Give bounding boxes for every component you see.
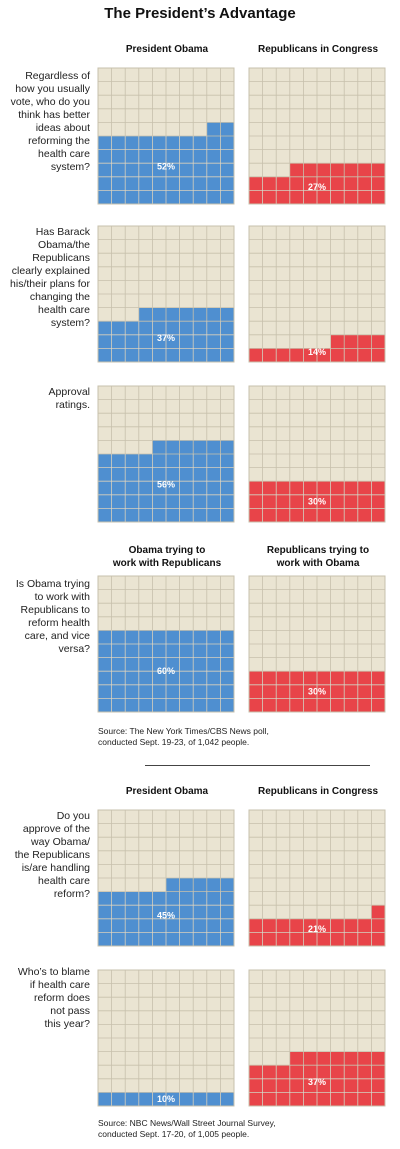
fill-grid-lines: [249, 176, 385, 204]
grid-border: [248, 575, 386, 713]
grid-border: [97, 969, 235, 1107]
waffle-q2-republicans-label: 14%: [308, 347, 326, 357]
grid-border: [248, 225, 386, 363]
grid-lines: [98, 576, 234, 712]
waffle-q2-obama-fill-partial: [138, 307, 234, 322]
waffle-q6-republicans: 37%: [248, 969, 386, 1107]
waffle-q4-republicans-label: 30%: [308, 687, 326, 697]
source-note-1: Source: The New York Times/CBS News poll…: [98, 726, 269, 747]
section-divider: [145, 765, 370, 766]
grid-border: [97, 225, 235, 363]
waffle-q6-obama-label: 10%: [157, 1094, 175, 1104]
grid-lines: [98, 810, 234, 946]
grid-lines: [249, 226, 385, 362]
waffle-q5-obama: 45%: [97, 809, 235, 947]
waffle-q3-republicans-label: 30%: [308, 497, 326, 507]
question-1: Regardless of how you usually vote, who …: [10, 70, 90, 173]
waffle-q5-obama-fill-partial: [166, 878, 234, 892]
grid-lines: [249, 970, 385, 1106]
fill-grid-lines: [111, 1092, 221, 1106]
grid-border: [97, 575, 235, 713]
fill-grid-lines: [249, 481, 385, 522]
source-note-2: Source: NBC News/Wall Street Journal Sur…: [98, 1118, 276, 1139]
waffle-q5-obama-label: 45%: [157, 910, 175, 920]
fill-grid-lines: [249, 918, 385, 946]
fill-grid-lines: [262, 348, 372, 362]
grid-lines: [98, 970, 234, 1106]
question-3: Approval ratings.: [48, 386, 90, 411]
grid-lines: [249, 810, 385, 946]
waffle-q4-obama-label: 60%: [157, 666, 175, 676]
waffle-q6-obama: 10%: [97, 969, 235, 1107]
column-header-obama: President Obama: [125, 44, 209, 55]
waffle-q6-republicans-label: 37%: [308, 1077, 326, 1087]
waffle-q5-republicans-label: 21%: [308, 924, 326, 934]
fill-grid-lines: [98, 630, 234, 712]
grid-border: [248, 969, 386, 1107]
waffle-q2-obama: 37%: [97, 225, 235, 363]
question-5: Do you approve of the way Obama/ the Rep…: [14, 810, 90, 900]
fill-grid-lines: [249, 671, 385, 712]
grid-border: [248, 809, 386, 947]
waffle-q2-republicans: 14%: [248, 225, 386, 363]
waffle-q3-obama-label: 56%: [157, 480, 175, 490]
waffle-q1-obama-label: 52%: [157, 162, 175, 172]
fill-grid-lines: [98, 891, 234, 946]
waffle-q2-obama-label: 37%: [157, 333, 175, 343]
waffle-q4-republicans: 30%: [248, 575, 386, 713]
question-6: Who’s to blame if health care reform doe…: [17, 966, 90, 1030]
page-title: The President’s Advantage: [104, 5, 296, 22]
fill-grid-lines: [98, 321, 234, 362]
grid-border: [97, 385, 235, 523]
waffle-q1-republicans-label: 27%: [308, 182, 326, 192]
question-2: Has Barack Obama/the Republicans clearly…: [10, 226, 90, 329]
waffle-q1-republicans-fill-partial: [289, 163, 385, 177]
grid-border: [97, 809, 235, 947]
column-header-republicans-2: Republicans in Congress: [257, 786, 379, 797]
waffle-q1-republicans: 27%: [248, 67, 386, 205]
grid-lines: [249, 68, 385, 204]
waffle-q3-republicans: 30%: [248, 385, 386, 523]
waffle-q1-obama: 52%: [97, 67, 235, 205]
waffle-q5-republicans: 21%: [248, 809, 386, 947]
waffle-q5-republicans-fill-partial: [371, 905, 385, 919]
grid-border: [97, 67, 235, 205]
column-header-republicans: Republicans in Congress: [257, 44, 379, 55]
column-header-republicans-trying: Republicans trying to work with Obama: [266, 545, 370, 569]
column-header-obama-trying: Obama trying to work with Republicans: [112, 545, 222, 569]
fill-grid-lines: [249, 1065, 385, 1106]
grid-lines: [98, 68, 234, 204]
grid-lines: [98, 386, 234, 522]
question-4: Is Obama trying to work with Republicans…: [15, 578, 90, 655]
fill-grid-lines: [98, 136, 234, 204]
waffle-q6-republicans-fill-partial: [289, 1051, 385, 1066]
waffle-q4-obama: 60%: [97, 575, 235, 713]
waffle-q3-obama: 56%: [97, 385, 235, 523]
fill-grid-lines: [98, 454, 234, 522]
grid-lines: [249, 576, 385, 712]
grid-border: [248, 67, 386, 205]
grid-lines: [98, 226, 234, 362]
grid-lines: [249, 386, 385, 522]
column-header-obama-2: President Obama: [125, 786, 209, 797]
grid-border: [248, 385, 386, 523]
